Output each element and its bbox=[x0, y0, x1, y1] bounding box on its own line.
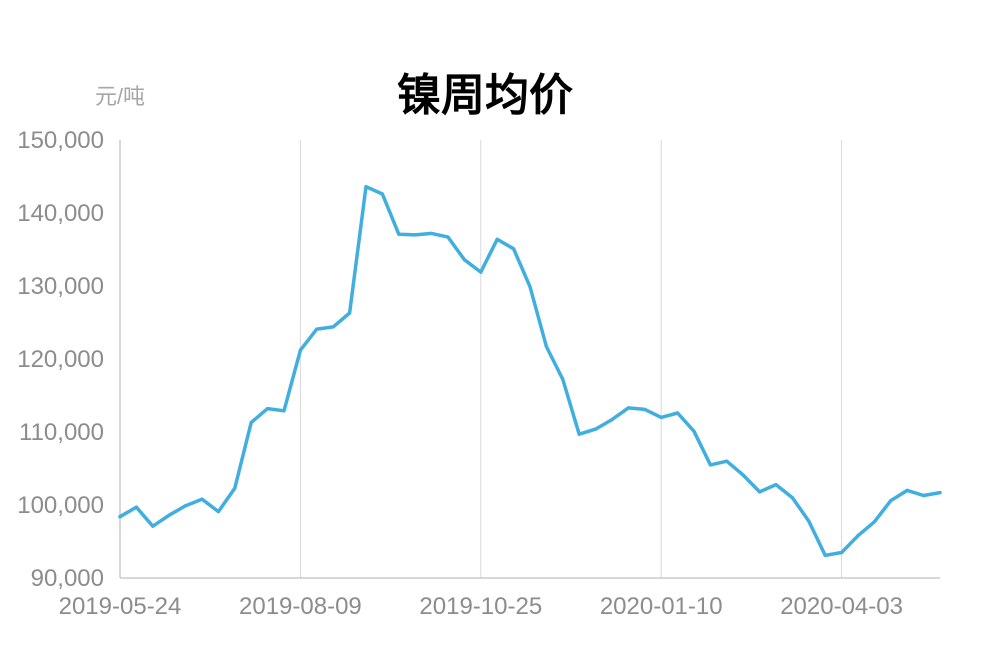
y-tick-label: 110,000 bbox=[19, 419, 104, 446]
y-tick-label: 90,000 bbox=[31, 565, 104, 592]
y-tick-label: 120,000 bbox=[17, 346, 104, 373]
data-point bbox=[856, 534, 860, 538]
data-point bbox=[872, 520, 877, 524]
data-point bbox=[676, 411, 680, 415]
data-point bbox=[823, 553, 827, 557]
data-point bbox=[151, 524, 155, 528]
data-point bbox=[528, 285, 532, 289]
chart-title: 镍周均价 bbox=[397, 70, 573, 121]
y-tick-label: 130,000 bbox=[17, 273, 104, 300]
data-point bbox=[544, 344, 549, 349]
y-axis-unit-label: 元/吨 bbox=[95, 84, 145, 109]
data-point bbox=[462, 258, 466, 262]
data-point bbox=[594, 427, 598, 431]
data-point bbox=[659, 415, 663, 419]
x-axis-ticks: 2019-05-24 2019-08-09 2019-10-25 2020-01-10… bbox=[59, 593, 903, 620]
data-point bbox=[905, 488, 909, 492]
data-point bbox=[626, 406, 631, 410]
grid-lines bbox=[299, 140, 843, 578]
x-tick-label: 2019-10-25 bbox=[419, 593, 542, 620]
data-point bbox=[774, 482, 778, 487]
data-point bbox=[249, 420, 253, 425]
data-point bbox=[380, 192, 384, 196]
data-point bbox=[708, 463, 713, 467]
y-tick-label: 100,000 bbox=[17, 492, 104, 519]
series-layer bbox=[118, 184, 942, 558]
data-point bbox=[840, 550, 844, 555]
data-point bbox=[200, 497, 204, 501]
data-point bbox=[610, 417, 614, 422]
data-point bbox=[118, 515, 122, 519]
data-point bbox=[725, 459, 729, 463]
data-point bbox=[364, 185, 368, 189]
data-point bbox=[430, 231, 434, 236]
y-axis-ticks: 90,000 100,000 110,000 120,000 130,000 140,00… bbox=[17, 127, 104, 592]
x-tick-label: 2019-08-09 bbox=[239, 593, 362, 620]
data-point bbox=[561, 377, 565, 382]
data-point bbox=[331, 325, 335, 329]
data-point bbox=[413, 233, 417, 237]
x-tick-label: 2020-04-03 bbox=[780, 593, 903, 620]
data-point bbox=[807, 519, 811, 523]
data-point bbox=[479, 270, 483, 274]
data-point bbox=[790, 496, 795, 500]
data-point bbox=[643, 407, 647, 411]
data-point bbox=[758, 490, 762, 494]
data-point bbox=[397, 232, 401, 236]
data-point bbox=[741, 473, 745, 477]
data-point bbox=[938, 490, 942, 495]
axes bbox=[119, 140, 940, 579]
y-tick-label: 140,000 bbox=[17, 200, 104, 227]
data-point bbox=[511, 247, 516, 251]
data-point bbox=[577, 432, 581, 436]
data-point bbox=[134, 505, 138, 509]
data-point bbox=[692, 429, 696, 433]
data-point bbox=[233, 486, 237, 490]
x-tick-label: 2019-05-24 bbox=[59, 593, 182, 620]
series-line bbox=[118, 184, 942, 558]
data-point bbox=[216, 509, 220, 514]
data-point bbox=[266, 407, 270, 411]
data-point bbox=[495, 237, 499, 241]
data-point bbox=[184, 504, 188, 508]
data-point bbox=[315, 327, 319, 331]
data-point bbox=[282, 409, 286, 413]
data-point bbox=[889, 499, 893, 503]
x-tick-label: 2020-01-10 bbox=[600, 593, 723, 620]
data-point bbox=[922, 493, 926, 498]
data-point bbox=[298, 348, 302, 352]
data-point bbox=[446, 235, 450, 239]
y-tick-label: 150,000 bbox=[17, 127, 104, 154]
data-point bbox=[167, 513, 171, 517]
data-point bbox=[348, 311, 352, 315]
